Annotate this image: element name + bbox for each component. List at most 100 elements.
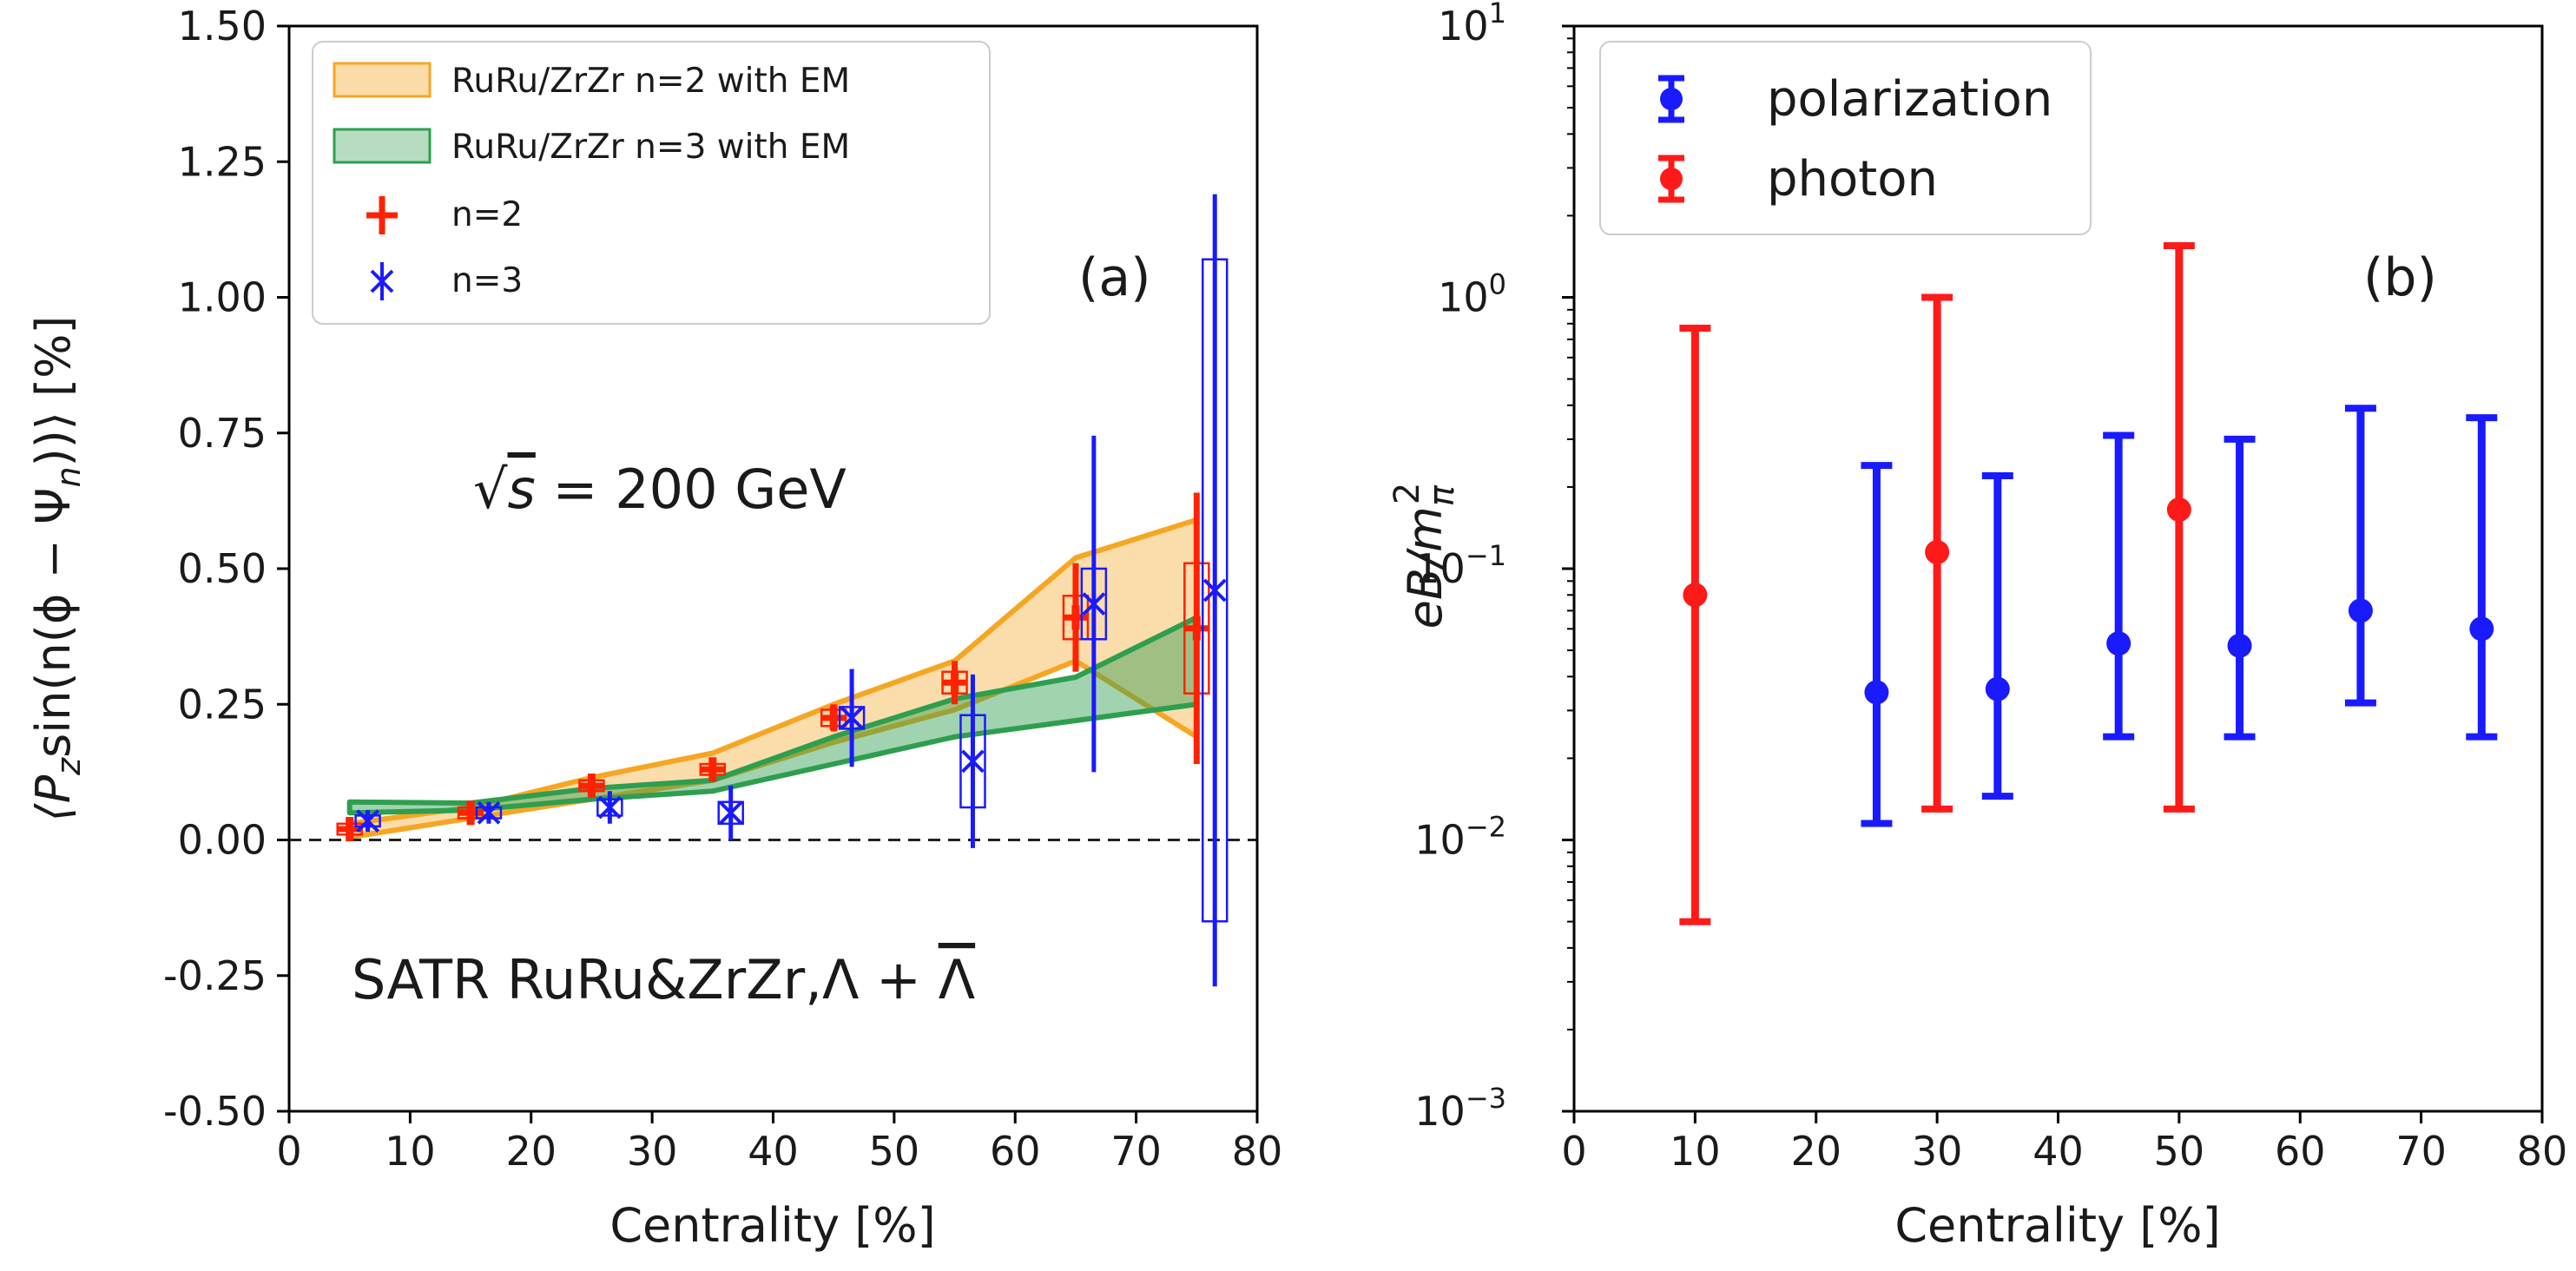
legend-label-n2: n=2 [451, 195, 523, 234]
tick-exponent: −3 [1466, 1082, 1506, 1115]
data-point-n3 [1080, 435, 1108, 773]
x-tick-label: 20 [1790, 1128, 1841, 1175]
panel-label-a: (a) [1078, 247, 1151, 308]
data-point-polarization [2224, 435, 2256, 741]
data-point-n2 [1183, 492, 1210, 764]
data-point-photon [1679, 324, 1711, 925]
legend-label-n3: n=3 [451, 261, 523, 300]
axis-ticks-a: 0 10 20 30 40 50 60 70 80 -0.50 -0.25 0.00 0.25 0.50 0… [163, 3, 1282, 1175]
energy-annotation: √s = 200 GeV [473, 458, 847, 521]
chart-panel-a: 0 10 20 30 40 50 60 70 80 -0.50 -0.25 0.00 0.25 0.50 0… [26, 3, 1282, 1253]
marker-polarization [2469, 616, 2494, 642]
y-axis-label-a: ⟨Pzsin(n(ϕ − Ψn))⟩ [%] [26, 316, 88, 822]
marker-photon [1925, 540, 1950, 565]
data-point-n2 [457, 800, 484, 826]
x-tick-label: 60 [2275, 1128, 2326, 1175]
x-tick-label: 10 [1670, 1128, 1721, 1175]
x-axis-label-b: Centrality [%] [1894, 1198, 2220, 1253]
y-tick-label: 0.50 [178, 545, 267, 592]
data-point-polarization [2103, 431, 2135, 741]
x-tick-label: 20 [505, 1128, 557, 1175]
legend-marker-photon [1658, 155, 1684, 203]
data-point-polarization [1861, 462, 1893, 827]
y-tick-label: 1.25 [178, 138, 267, 185]
x-tick-label: 30 [627, 1128, 678, 1175]
marker-n3 [1082, 592, 1106, 616]
marker-polarization [1985, 676, 2010, 701]
legend-label-band-n2: RuRu/ZrZr n=2 with EM [451, 62, 850, 101]
x-tick-label: 40 [2032, 1128, 2084, 1175]
data-point-polarization [1981, 471, 2013, 800]
x-tick-label: 30 [1912, 1128, 1963, 1175]
y-tick-label: -0.25 [163, 952, 267, 999]
marker-polarization [2227, 633, 2252, 658]
tick-base: 10 [1414, 545, 1466, 592]
legend-marker-n2 [366, 196, 398, 234]
tick-exponent: 0 [1489, 268, 1506, 301]
y-tick-label: 10−2 [1414, 811, 1506, 864]
data-point-n3 [354, 809, 381, 833]
x-tick-label: 50 [869, 1128, 920, 1175]
experiment-annotation: SATR RuRu&ZrZr,Λ + Λ [352, 948, 975, 1011]
legend-frame-b [1599, 41, 2092, 235]
tick-exponent: 1 [1489, 0, 1506, 30]
y-tick-label: 0.75 [178, 410, 267, 457]
legend-label-polarization: polarization [1767, 71, 2052, 128]
y-tick-label: 10−1 [1414, 539, 1506, 592]
marker-polarization [2348, 598, 2373, 623]
data-point-n3 [717, 786, 744, 840]
x-tick-label: 40 [748, 1128, 799, 1175]
y-tick-label: 100 [1438, 268, 1506, 321]
legend-marker-polarization [1658, 75, 1684, 123]
x-tick-label: 70 [1110, 1128, 1162, 1175]
marker-n3 [597, 795, 622, 820]
marker-n3 [840, 706, 864, 730]
legend-b: polarization photon [1599, 41, 2092, 235]
y-tick-label: -0.50 [163, 1088, 267, 1135]
tick-base: 10 [1414, 817, 1466, 864]
data-point-n3 [596, 791, 623, 824]
tick-base: 10 [1438, 274, 1489, 321]
data-point-photon [1921, 293, 1953, 813]
y-tick-label: 1.50 [178, 3, 267, 49]
y-tick-label: 10−3 [1414, 1082, 1506, 1135]
legend-label-photon: photon [1767, 151, 1938, 207]
data-point-n3 [1201, 194, 1229, 987]
y-axis-label-b: eB/mπ2 [1387, 483, 1462, 629]
x-tick-label: 10 [385, 1128, 436, 1175]
data-point-n2 [820, 704, 847, 732]
data-point-polarization [2344, 405, 2376, 707]
tick-base: 10 [1438, 3, 1489, 49]
panel-label-b: (b) [2363, 247, 2437, 308]
data-point-n3 [959, 674, 986, 848]
x-tick-label: 80 [2517, 1128, 2568, 1175]
x-tick-label: 70 [2395, 1128, 2447, 1175]
x-axis-label-a: Centrality [%] [609, 1198, 935, 1253]
data-point-n3 [475, 800, 503, 825]
data-point-polarization [2466, 414, 2498, 741]
data-point-photon [2163, 242, 2195, 813]
data-point-n2 [941, 661, 968, 705]
x-tick-label: 50 [2154, 1128, 2205, 1175]
marker-n3 [356, 809, 380, 833]
y-tick-label: 0.00 [178, 817, 267, 864]
marker-n3 [477, 800, 501, 825]
marker-photon [2166, 497, 2191, 523]
x-tick-label: 0 [1561, 1128, 1586, 1175]
marker-photon [1683, 583, 1708, 608]
data-points-b [1679, 242, 2498, 925]
marker-polarization [1864, 680, 1889, 705]
x-tick-label: 60 [990, 1128, 1041, 1175]
y-tick-label: 101 [1438, 0, 1506, 49]
marker-n3 [719, 800, 743, 825]
legend-frame [312, 41, 991, 325]
y-tick-label: 1.00 [178, 274, 267, 321]
legend-marker-n3 [370, 262, 394, 300]
marker-n3 [961, 749, 985, 774]
data-point-n2 [699, 757, 727, 782]
legend-label-band-n3: RuRu/ZrZr n=3 with EM [451, 128, 850, 167]
data-points [336, 194, 1229, 987]
tick-base: 10 [1414, 1088, 1466, 1135]
